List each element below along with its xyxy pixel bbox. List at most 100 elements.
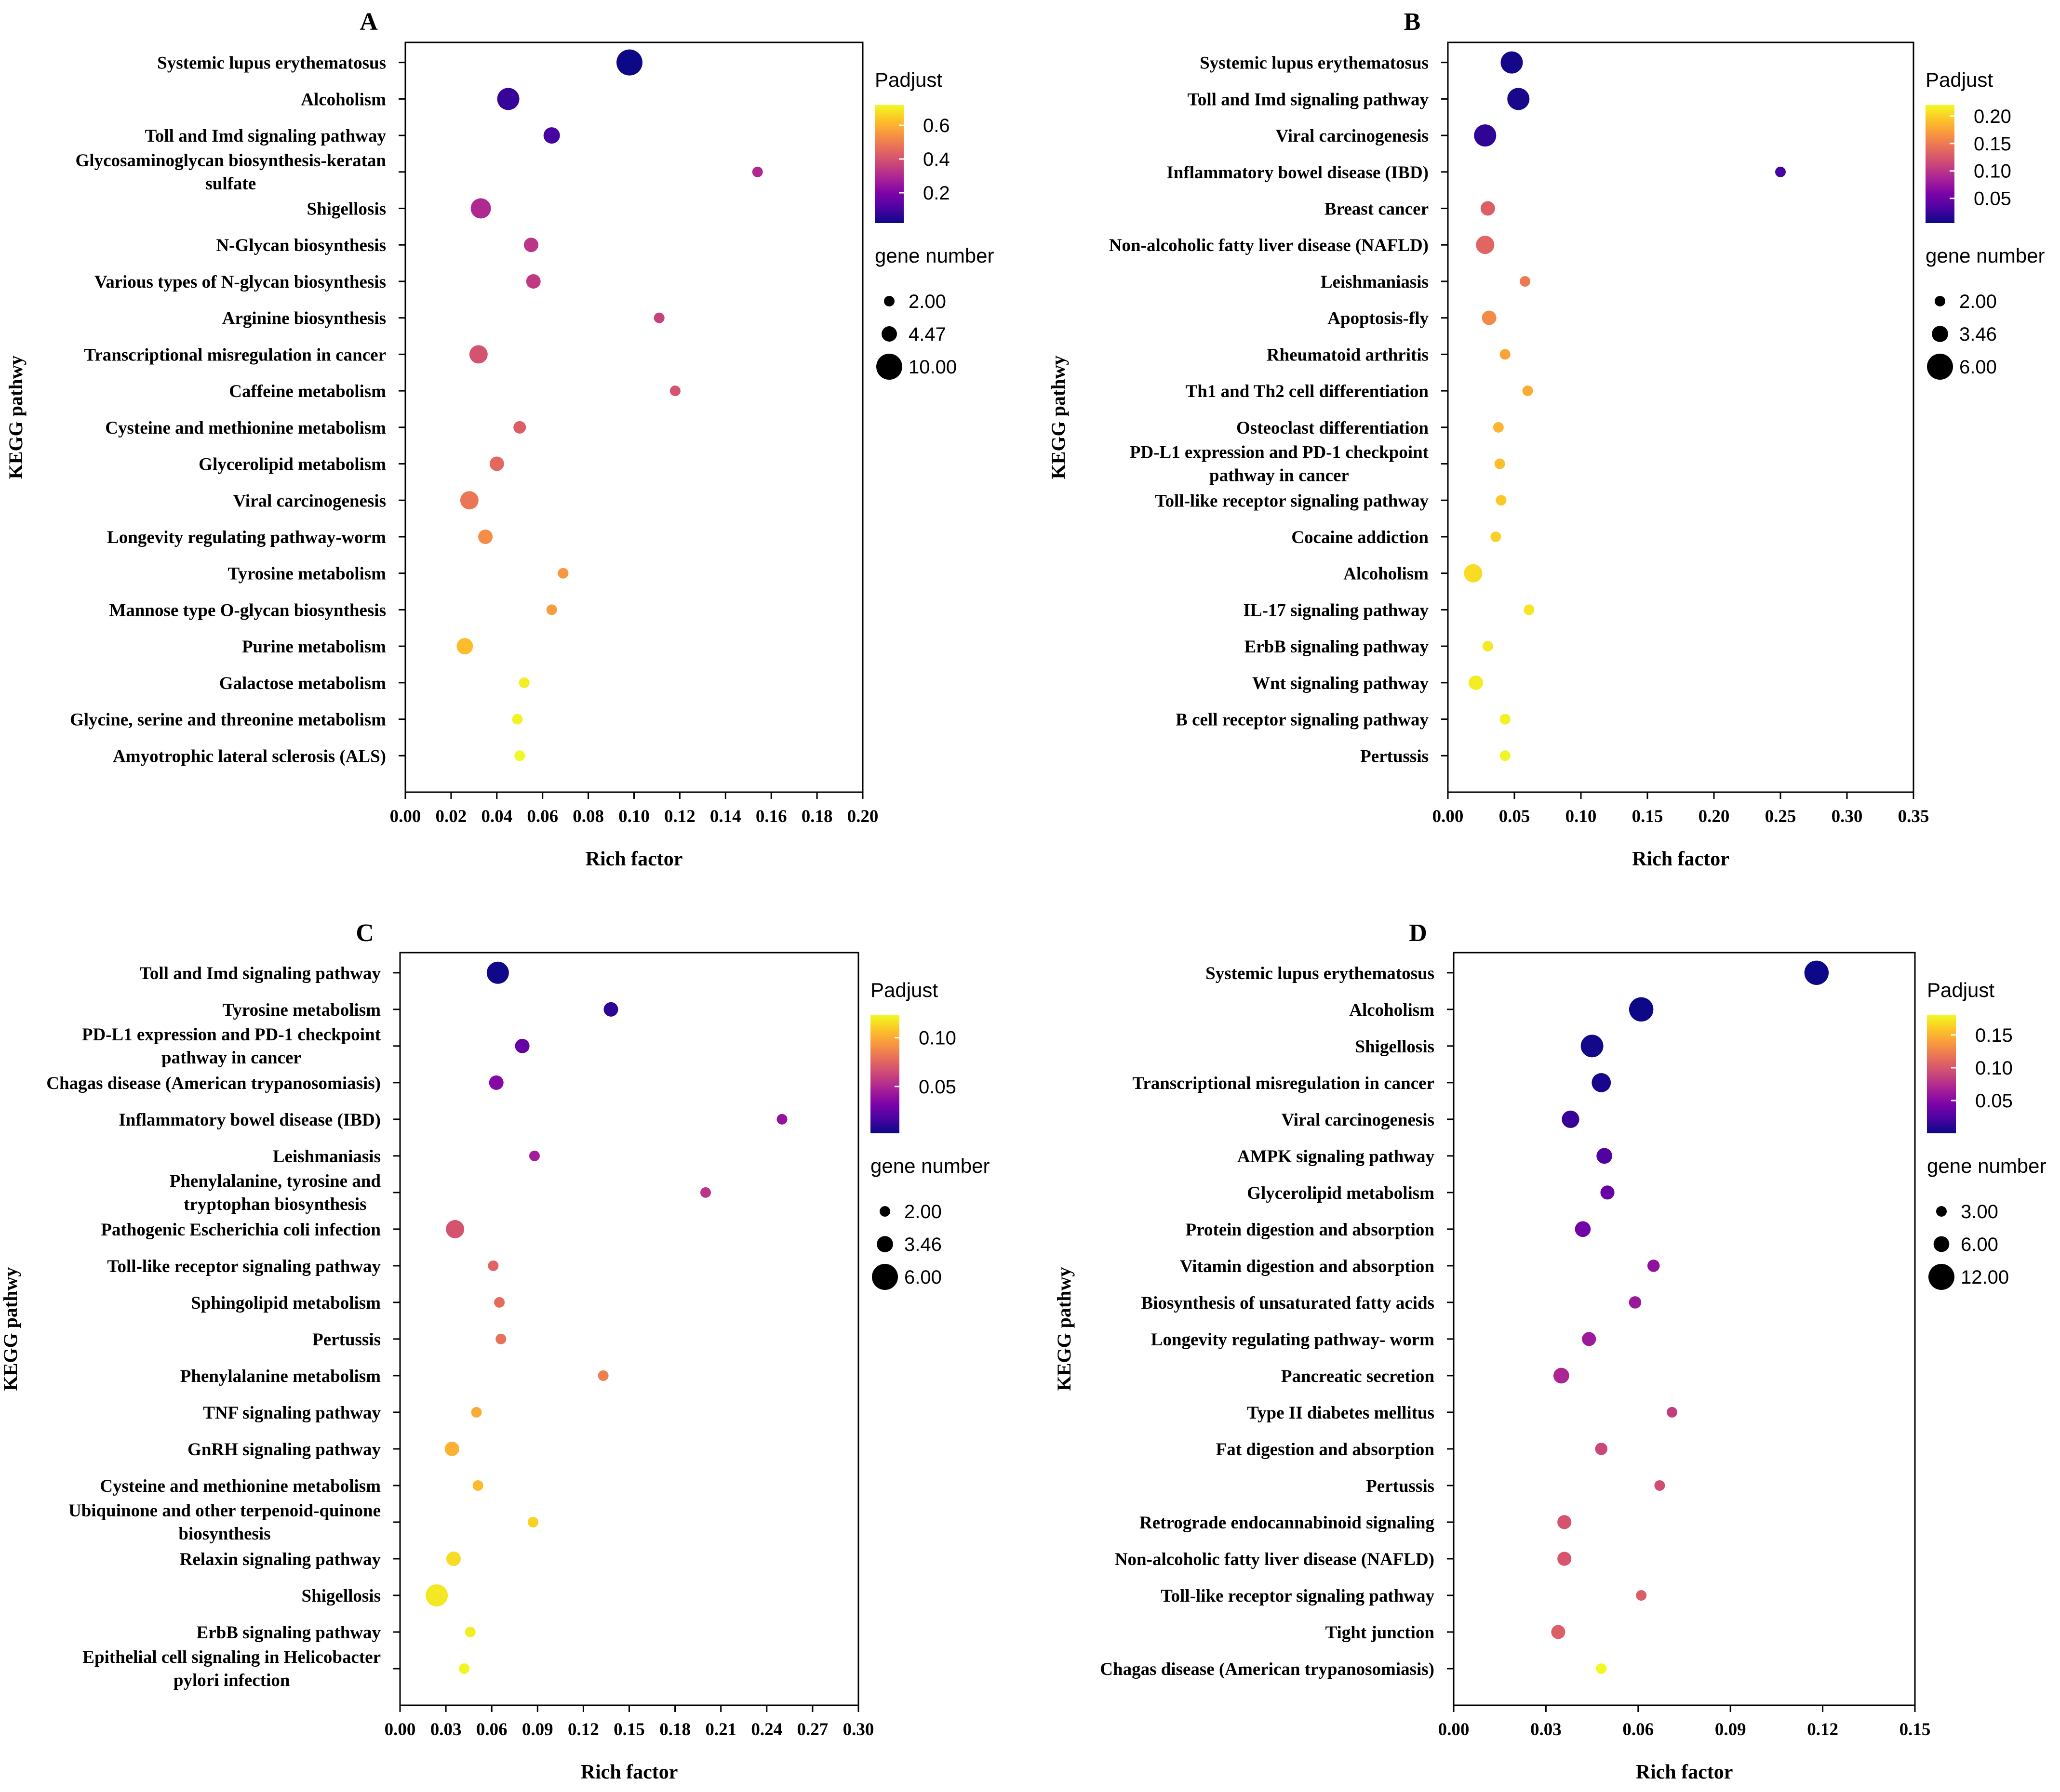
x-tick-label: 0.04 [481,807,512,826]
colorbar-tick-label: 0.10 [1974,161,2011,182]
pathway-label: Transcriptional misregulation in cancer [1132,1074,1434,1093]
data-point [1575,1221,1591,1237]
size-legend-label: 2.00 [909,291,946,312]
x-tick-label: 0.14 [710,807,741,826]
pathway-label: Osteoclast differentiation [1236,418,1429,438]
pathway-label: Glycerolipid metabolism [199,455,386,475]
data-point [1654,1480,1665,1491]
x-tick-label: 0.09 [1715,1720,1746,1739]
panel-title: A [360,8,378,36]
size-legend-dot [882,326,897,342]
pathway-label: N-Glycan biosynthesis [216,236,386,255]
colorbar [1927,1015,1956,1133]
data-point [1553,1367,1569,1384]
pathway-label: Cysteine and methionine metabolism [100,1476,381,1496]
pathway-label: Chagas disease (American trypanosomiasis… [46,1074,381,1093]
pathway-label: Sphingolipid metabolism [191,1293,381,1313]
x-tick-label: 0.00 [390,807,421,826]
size-legend-dot [884,296,895,306]
colorbar-title: Padjust [1927,979,1994,1001]
panel-a: A Systemic lupus erythematosus Alcoholism T… [5,8,994,870]
data-point [603,1002,618,1017]
data-point [489,456,504,471]
y-axis-title: KEGG pathwy [0,1267,21,1391]
data-point [426,1584,448,1606]
data-point [1474,124,1497,147]
pathway-label: Shigellosis [302,1586,381,1606]
data-point [471,1407,482,1418]
x-tick-label: 0.15 [1632,807,1663,826]
x-tick-label: 0.00 [385,1720,416,1739]
pathway-label: Phenylalanine, tyrosine and [170,1171,381,1191]
data-point [752,166,763,177]
x-axis-title: Rich factor [1632,848,1729,870]
colorbar [1926,105,1954,223]
pathway-label: IL-17 signaling pathway [1244,600,1429,620]
data-point [497,88,520,110]
pathway-label: Glycosaminoglycan biosynthesis-keratan [76,151,387,171]
pathway-label: Tyrosine metabolism [222,1000,381,1020]
size-legend-dot [880,1206,890,1217]
pathway-label: Non-alcoholic fatty liver disease (NAFLD… [1109,236,1429,255]
x-tick-label: 0.08 [573,807,604,826]
pathway-label: Biosynthesis of unsaturated fatty acids [1141,1293,1435,1313]
data-point [776,1114,788,1125]
size-legend-dot [1933,1236,1950,1252]
x-tick-label: 0.12 [568,1720,599,1739]
data-point [515,1038,530,1053]
pathway-label: Caffeine metabolism [229,382,386,401]
size-legend-label: 6.00 [1959,357,1997,378]
data-point [1493,422,1504,433]
pathway-label: Wnt signaling pathway [1252,674,1429,693]
pathway-label: PD-L1 expression and PD-1 checkpoint [1130,443,1429,463]
panel-title: C [356,919,374,947]
data-point [700,1187,711,1198]
data-point [1476,236,1495,254]
data-point [1524,604,1535,615]
data-point [512,714,523,725]
pathway-label: B cell receptor signaling pathway [1176,710,1429,730]
pathway-label: Systemic lupus erythematosus [1200,53,1429,73]
x-tick-label: 0.24 [751,1720,782,1739]
size-legend-label: 4.47 [909,324,946,345]
colorbar-tick-label: 0.20 [1974,106,2011,127]
panel-b: B Systemic lupus erythematosus Toll and Im… [1047,8,2045,870]
data-point [598,1370,609,1381]
pathway-label: Fat digestion and absorption [1216,1440,1435,1460]
pathway-label: Pancreatic secretion [1281,1367,1435,1386]
pathway-label: Longevity regulating pathway- worm [1151,1330,1434,1350]
x-tick-label: 0.18 [659,1720,691,1739]
pathway-label: Toll-like receptor signaling pathway [1161,1586,1434,1606]
size-legend-label: 6.00 [1961,1234,1998,1255]
data-point [1551,1625,1565,1639]
x-tick-label: 0.06 [476,1720,508,1739]
pathway-label: Viral carcinogenesis [1275,126,1429,146]
size-legend-label: 3.00 [1961,1201,1998,1222]
data-point [446,1220,465,1238]
x-tick-label: 0.15 [614,1720,645,1739]
x-tick-label: 0.30 [1832,807,1863,826]
data-point [1464,564,1483,583]
pathway-label: Galactose metabolism [219,674,386,693]
size-legend-label: 3.46 [1959,324,1997,345]
data-point [616,49,643,76]
y-axis-title: KEGG pathwy [1053,1267,1075,1391]
data-point [1507,88,1530,110]
pathway-label: Inflammatory bowel disease (IBD) [1166,163,1429,183]
pathway-label: Viral carcinogenesis [233,491,386,511]
colorbar-tick-label: 0.6 [923,115,950,136]
pathway-label: pathway in cancer [1209,466,1349,486]
data-point [1629,997,1654,1022]
data-point [1522,385,1533,397]
x-tick-label: 0.03 [1530,1720,1562,1739]
size-legend-label: 3.46 [904,1234,942,1255]
pathway-label: Phenylalanine metabolism [180,1367,381,1386]
data-point [488,1260,499,1271]
data-point [1600,1185,1615,1200]
data-point [1775,166,1786,177]
pathway-label: Pertussis [1360,746,1429,766]
x-tick-label: 0.03 [430,1720,462,1739]
pathway-label: Epithelial cell signaling in Helicobacte… [82,1647,381,1667]
data-point [465,1626,476,1637]
